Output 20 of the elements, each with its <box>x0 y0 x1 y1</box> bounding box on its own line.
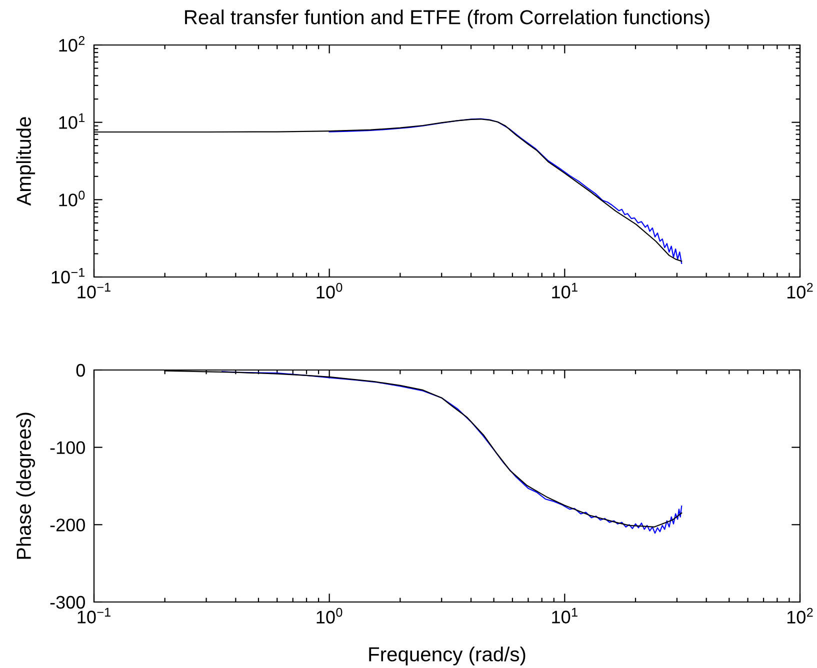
x-tick-label: 10$^{2}$ <box>787 608 813 624</box>
y-tick-label: 10$^{2}$ <box>59 36 85 52</box>
y-tick-label: 0 <box>76 364 85 377</box>
y-tick-label: -100 <box>50 441 85 454</box>
x-tick-label: 10$^{1}$ <box>552 608 578 624</box>
x-tick-label: 10$^{2}$ <box>787 282 813 299</box>
y-tick-label: 10$^{−1}$ <box>52 268 84 284</box>
y-axis-title: Amplitude <box>16 117 35 206</box>
y-tick-label: 10$^{1}$ <box>59 113 85 129</box>
x-tick-label: 10$^{−1}$ <box>78 608 110 624</box>
y-tick-label: -200 <box>50 518 85 532</box>
chart-title: Real transfer funtion and ETFE (from Correlation functions) <box>185 10 710 28</box>
y-tick-label: 10$^{0}$ <box>59 190 85 206</box>
x-tick-label: 10$^{1}$ <box>552 282 578 298</box>
y-tick-label: -300 <box>50 596 85 609</box>
y-axis-title: Phase (degrees) <box>16 412 35 559</box>
x-tick-label: 10$^{−1}$ <box>78 282 110 298</box>
x-tick-label: 10$^{0}$ <box>316 282 342 299</box>
x-tick-label: 10$^{0}$ <box>316 608 342 624</box>
x-axis-title: Frequency (rad/s) <box>369 646 526 666</box>
